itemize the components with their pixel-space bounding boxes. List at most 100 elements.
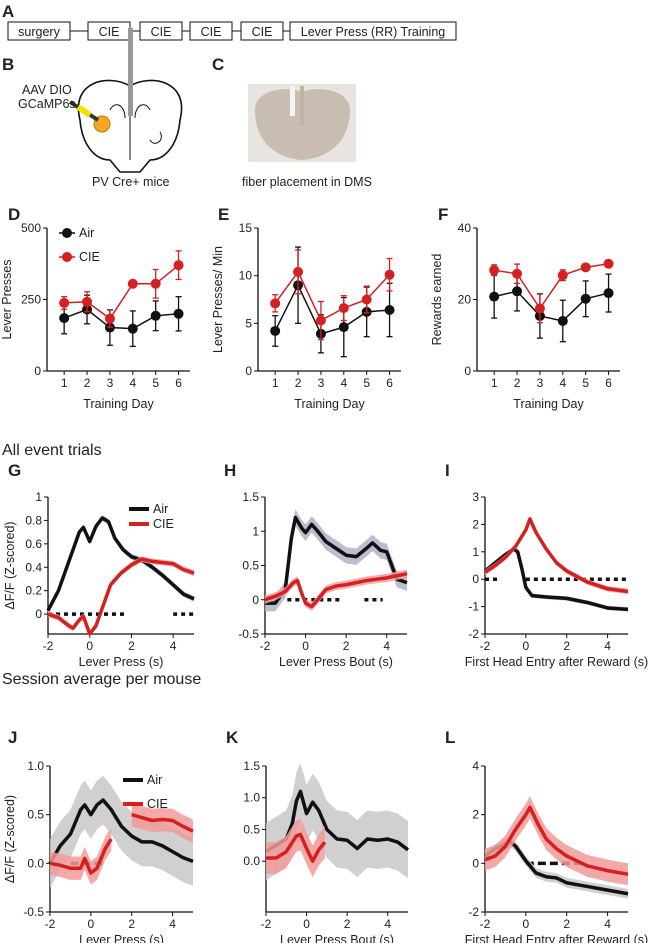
x-tick-label: 1	[491, 376, 498, 390]
y-tick-label: 0	[472, 856, 479, 870]
y-tick-label: -0.5	[23, 905, 44, 919]
error-band-cie	[266, 818, 325, 878]
legend-label: Air	[147, 773, 162, 787]
y-tick-label: 0.2	[25, 584, 42, 598]
data-point	[534, 303, 545, 314]
x-tick-label: 2	[128, 917, 135, 931]
panel-b-caption: PV Cre+ mice	[92, 175, 170, 189]
x-tick-label: -2	[261, 917, 272, 931]
y-tick-label: 15	[239, 221, 253, 235]
x-tick-label: 0	[523, 917, 530, 931]
x-tick-label: 2	[295, 376, 302, 390]
x-tick-label: 2	[563, 917, 570, 931]
data-point	[489, 291, 500, 302]
data-point	[361, 294, 372, 305]
x-tick-label: 2	[128, 639, 135, 653]
x-tick-label: 4	[169, 917, 176, 931]
y-tick-label: 0.0	[243, 854, 260, 868]
series-line-cie	[264, 572, 408, 609]
data-point	[512, 268, 523, 279]
panel-label-d: D	[8, 205, 20, 224]
x-tick-label: 3	[318, 376, 325, 390]
data-point	[127, 278, 138, 289]
y-tick-label: 40	[458, 221, 472, 235]
series-line-cie	[484, 805, 629, 877]
y-tick-label: 2	[472, 517, 479, 531]
x-tick-label: 4	[129, 376, 136, 390]
data-point	[293, 266, 304, 277]
chart-d: D 1 2 3 4 5 6 0 250 500 Training Day Lever Presses A…	[0, 205, 190, 411]
data-point	[150, 278, 161, 289]
series-line-cie	[64, 264, 180, 320]
timeline-step-label: CIE	[151, 25, 172, 39]
data-point	[315, 315, 326, 326]
x-tick-label: 6	[605, 376, 612, 390]
data-point	[603, 288, 614, 299]
data-point	[173, 308, 184, 319]
x-tick-label: 2	[563, 639, 570, 653]
y-tick-label: 1	[472, 545, 479, 559]
panel-c-caption: fiber placement in DMS	[242, 175, 372, 189]
chart-e: E 1 2 3 4 5 6 0 5 10 15 Training Day Lever Presses/ …	[211, 205, 401, 411]
timeline-step	[240, 21, 284, 41]
x-tick-label: -2	[43, 639, 54, 653]
x-tick-label: 4	[384, 917, 391, 931]
data-point	[384, 304, 395, 315]
y-tick-label: 20	[458, 293, 472, 307]
chart-g: G -2 0 2 4 0 0.2 0.4 0.6 0.8 1 Lever Press (s) ΔF/F …	[3, 461, 195, 669]
y-tick-label: 0.4	[25, 560, 42, 574]
y-tick-label: 4	[472, 759, 479, 773]
timeline-step-label: CIE	[99, 25, 120, 39]
data-point	[127, 323, 138, 334]
x-tick-label: 2	[514, 376, 521, 390]
y-tick-label: 10	[239, 269, 253, 283]
data-point	[489, 265, 500, 276]
panel-label-e: E	[218, 205, 229, 224]
data-point	[603, 258, 614, 269]
data-point	[338, 303, 349, 314]
series-line-air	[493, 290, 609, 322]
series-line-cie	[47, 557, 195, 636]
chart-l: L -2 0 2 4 -2 0 2 4 First Head Entry after Reward…	[445, 728, 648, 947]
x-tick-label: 1	[272, 376, 279, 390]
x-tick-label: 4	[170, 639, 177, 653]
series-line-cie	[494, 263, 609, 310]
x-tick-label: 4	[604, 917, 611, 931]
data-point	[384, 269, 395, 280]
x-axis-label: Lever Press (s)	[79, 933, 164, 943]
y-tick-label: -1	[468, 600, 479, 614]
y-tick-label: -2	[468, 627, 479, 641]
y-tick-label: 0.8	[25, 513, 42, 527]
y-tick-label: 1	[35, 490, 42, 504]
y-tick-label: 500	[21, 221, 41, 235]
x-axis-label: Training Day	[83, 397, 154, 411]
x-tick-label: 1	[61, 376, 68, 390]
data-point	[557, 270, 568, 281]
timeline-step-label: surgery	[18, 25, 60, 39]
legend-marker	[62, 228, 72, 238]
y-tick-label: 1	[252, 524, 259, 538]
data-point	[173, 260, 184, 271]
x-tick-label: 4	[340, 376, 347, 390]
y-axis-label: ΔF/F (Z-scored)	[3, 521, 17, 609]
data-point	[104, 313, 115, 324]
x-tick-label: -2	[480, 639, 491, 653]
x-axis-label: Lever Press Bout (s)	[279, 655, 393, 669]
x-tick-label: 4	[559, 376, 566, 390]
y-tick-label: 3	[472, 490, 479, 504]
data-point	[580, 262, 591, 273]
x-tick-label: 3	[107, 376, 114, 390]
x-axis-label: Lever Press (s)	[79, 655, 164, 669]
timeline-step-label: CIE	[201, 25, 222, 39]
x-tick-label: -2	[260, 639, 271, 653]
panel-label-a: A	[2, 2, 14, 21]
x-tick-label: 4	[383, 639, 390, 653]
x-tick-label: 5	[363, 376, 370, 390]
y-axis-label: ΔF/F (Z-scored)	[3, 795, 17, 883]
panel-label-i: I	[445, 461, 450, 480]
y-axis-label: Lever Presses	[0, 260, 14, 340]
y-axis-label: Lever Presses/ Min	[211, 246, 225, 353]
y-tick-label: 1.0	[243, 791, 260, 805]
